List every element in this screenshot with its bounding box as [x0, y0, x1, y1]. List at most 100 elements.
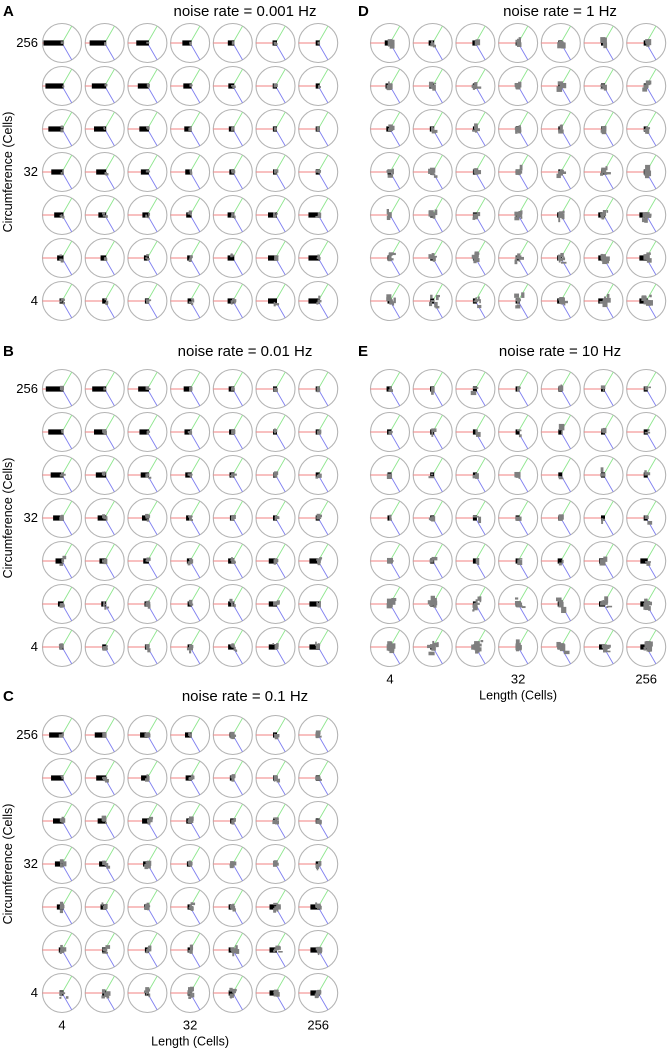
x-tick-label: 32: [183, 1018, 197, 1033]
ray-green: [475, 457, 486, 476]
gray-blob: [558, 646, 563, 649]
black-bar: [94, 732, 107, 738]
polar-cell: [540, 65, 581, 107]
ray-blue: [147, 560, 158, 579]
gray-blob: [188, 515, 192, 518]
gray-blob: [600, 87, 606, 90]
polar-cell: [298, 454, 339, 496]
gray-blob: [231, 171, 235, 174]
gray-blob: [431, 556, 438, 561]
gray-blob: [517, 429, 522, 432]
polar-cell: [170, 65, 211, 107]
gray-blob: [517, 558, 523, 560]
gray-blob: [646, 641, 653, 647]
gray-blob: [518, 475, 521, 479]
y-axis-label: Circumference (Cells): [1, 458, 15, 579]
gray-blob: [103, 559, 108, 565]
gray-blob: [428, 210, 434, 217]
ray-green: [104, 586, 115, 605]
gray-blob: [59, 300, 63, 303]
ray-blue: [432, 560, 443, 579]
gray-blob: [561, 559, 564, 564]
gray-blob: [101, 212, 106, 215]
polar-cell: [212, 800, 253, 842]
black-bar: [96, 775, 107, 781]
gray-blob: [386, 557, 393, 564]
black-bar: [184, 126, 192, 132]
gray-blob: [389, 515, 392, 521]
polar-cell: [455, 108, 496, 150]
gray-blob: [274, 602, 278, 605]
gray-blob: [515, 299, 521, 302]
ray-green: [603, 457, 614, 476]
black-bar: [183, 83, 192, 89]
polar-cell: [255, 583, 296, 625]
ray-green: [389, 500, 401, 519]
gray-blob: [187, 561, 190, 566]
ray-blue: [560, 388, 571, 407]
black-bar: [92, 386, 107, 392]
gray-blob: [646, 213, 652, 217]
gray-blob: [190, 821, 193, 824]
gray-blob: [231, 386, 234, 390]
ray-green: [104, 717, 115, 736]
ray-green: [104, 500, 115, 519]
gray-blob: [389, 648, 395, 654]
gray-blob: [388, 129, 394, 132]
ray-blue: [147, 388, 158, 407]
polar-cell: [498, 411, 539, 453]
gray-blob: [315, 731, 320, 736]
gray-blob: [428, 476, 435, 479]
ray-blue: [560, 560, 571, 579]
black-bar: [45, 83, 64, 89]
polar-cell: [127, 929, 168, 971]
polar-cell: [412, 497, 453, 539]
polar-cell: [583, 237, 624, 279]
gray-blob: [560, 257, 566, 261]
polar-cell: [298, 151, 339, 193]
gray-blob: [59, 901, 64, 907]
gray-blob: [317, 861, 322, 866]
polar-cell: [583, 280, 624, 322]
ray-green: [147, 371, 158, 390]
gray-blob: [605, 650, 611, 653]
gray-blob: [189, 255, 193, 259]
gray-blob: [102, 861, 106, 865]
ray-blue: [189, 388, 201, 407]
gray-blob: [434, 301, 438, 308]
polar-cell: [41, 22, 83, 64]
gray-blob: [188, 860, 191, 866]
polar-cell: [255, 714, 296, 756]
ray-blue: [560, 85, 571, 104]
x-axis-label: Length (Cells): [151, 1035, 229, 1049]
gray-blob: [517, 253, 521, 260]
ray-green: [317, 457, 329, 476]
ray-green: [147, 197, 158, 216]
ray-green: [61, 25, 73, 44]
gray-blob: [145, 257, 148, 260]
polar-cell: [412, 583, 453, 625]
gray-blob: [556, 597, 562, 602]
gray-blob: [315, 863, 320, 869]
black-bar: [97, 515, 107, 521]
ray-blue: [61, 906, 73, 925]
gray-blob: [430, 84, 434, 89]
gray-blob: [273, 560, 278, 564]
gray-blob: [317, 474, 320, 478]
ray-blue: [232, 388, 243, 407]
gray-blob: [560, 298, 565, 305]
gray-blob: [644, 515, 649, 519]
polar-cell: [127, 497, 168, 539]
gray-blob: [102, 429, 107, 432]
black-bar: [140, 169, 149, 175]
gray-blob: [276, 516, 279, 518]
gray-blob: [516, 42, 521, 46]
gray-blob: [315, 646, 320, 649]
ray-green: [61, 68, 73, 87]
black-bar: [43, 40, 64, 46]
gray-blob: [472, 609, 475, 612]
polar-cell: [412, 22, 453, 64]
ray-blue: [189, 42, 201, 61]
gray-blob: [102, 514, 106, 519]
ray-blue: [517, 388, 529, 407]
